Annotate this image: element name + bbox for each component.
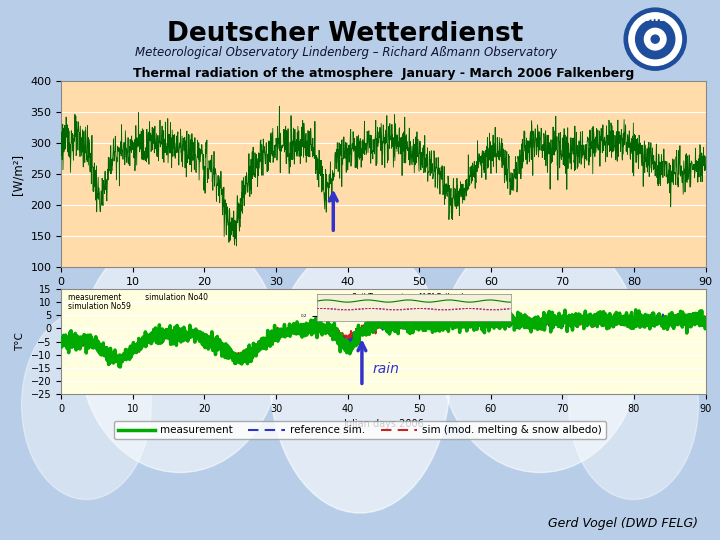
Y-axis label: T°C: T°C xyxy=(15,332,25,351)
Legend: measurement, reference sim., sim (mod. melting & snow albedo): measurement, reference sim., sim (mod. m… xyxy=(114,421,606,440)
Circle shape xyxy=(651,35,660,43)
Text: Meteorological Observatory Lindenberg – Richard Aßmann Observatory: Meteorological Observatory Lindenberg – … xyxy=(135,46,557,59)
Circle shape xyxy=(636,19,675,59)
Title: Thermal radiation of the atmosphere  January - March 2006 Falkenberg: Thermal radiation of the atmosphere Janu… xyxy=(132,67,634,80)
Text: Gerd Vogel (DWD FELG): Gerd Vogel (DWD FELG) xyxy=(549,517,698,530)
Text: DWD: DWD xyxy=(644,14,667,23)
Text: simulation No59: simulation No59 xyxy=(68,301,130,310)
Ellipse shape xyxy=(270,243,450,513)
Text: measurement          simulation No40: measurement simulation No40 xyxy=(68,293,207,302)
Ellipse shape xyxy=(439,230,641,472)
Text: Deutscher Wetterdienst: Deutscher Wetterdienst xyxy=(168,21,523,47)
Ellipse shape xyxy=(79,230,281,472)
Ellipse shape xyxy=(569,310,698,500)
Text: rain: rain xyxy=(373,362,400,376)
Y-axis label: [W/m²]: [W/m²] xyxy=(12,153,24,195)
Circle shape xyxy=(644,28,666,50)
X-axis label: Julian days 2006: Julian days 2006 xyxy=(343,420,424,429)
Circle shape xyxy=(629,13,682,65)
Ellipse shape xyxy=(22,310,151,500)
Circle shape xyxy=(624,8,686,70)
Text: Soil Temperature [°C] Falkenberg: Soil Temperature [°C] Falkenberg xyxy=(352,293,479,302)
